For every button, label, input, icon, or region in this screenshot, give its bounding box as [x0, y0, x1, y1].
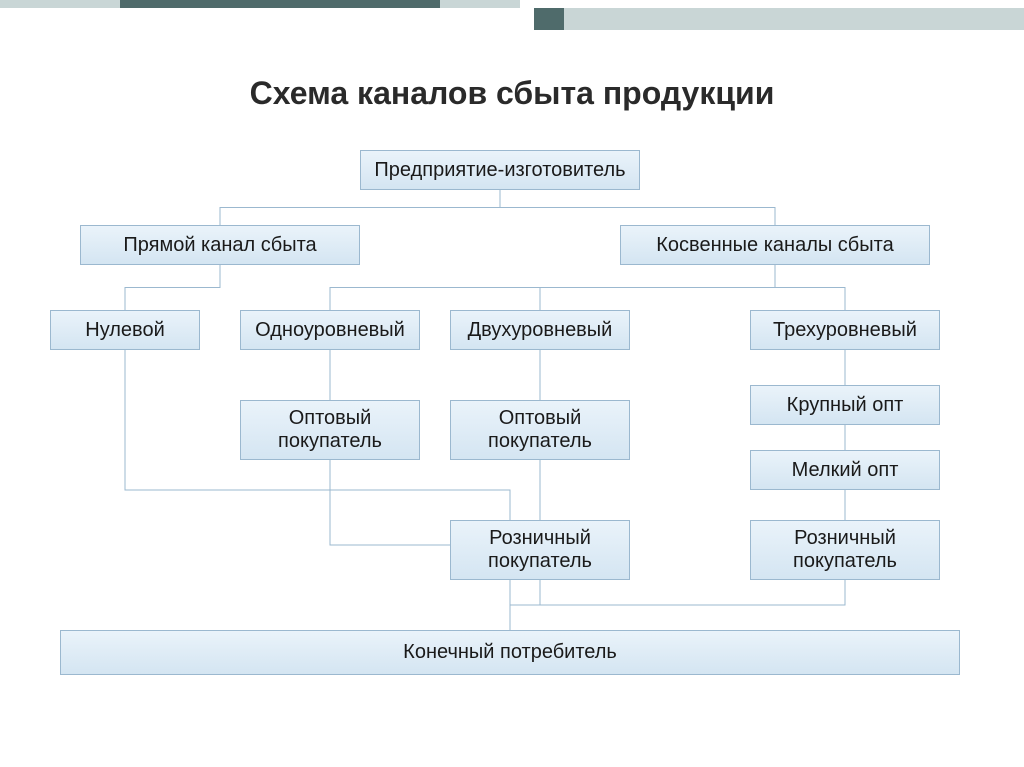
node-direct: Прямой канал сбыта — [80, 225, 360, 265]
node-consumer: Конечный потребитель — [60, 630, 960, 675]
node-indirect: Косвенные каналы сбыта — [620, 225, 930, 265]
edge-direct-zero — [125, 265, 220, 310]
edge-zero-consumer — [125, 350, 510, 630]
node-zero: Нулевой — [50, 310, 200, 350]
diagram-title: Схема каналов сбыта продукции — [0, 75, 1024, 112]
edge-indirect-one — [330, 265, 775, 310]
edge-manufacturer-indirect — [500, 190, 775, 225]
edge-retail3-consumer — [510, 580, 845, 630]
node-manufacturer: Предприятие-изготовитель — [360, 150, 640, 190]
edge-indirect-two — [540, 265, 775, 310]
node-retail3: Розничный покупатель — [750, 520, 940, 580]
decor-top-bar — [0, 0, 1024, 8]
edge-indirect-three — [775, 265, 845, 310]
node-whole1: Оптовый покупатель — [240, 400, 420, 460]
node-smallwhole: Мелкий опт — [750, 450, 940, 490]
node-retail2: Розничный покупатель — [450, 520, 630, 580]
node-bigwhole: Крупный опт — [750, 385, 940, 425]
node-one: Одноуровневый — [240, 310, 420, 350]
node-two: Двухуровневый — [450, 310, 630, 350]
node-three: Трехуровневый — [750, 310, 940, 350]
decor-top-bar-accent — [534, 8, 564, 30]
edge-manufacturer-direct — [220, 190, 500, 225]
edge-retail2-consumer — [510, 580, 540, 630]
decor-top-bar-light — [564, 8, 1024, 30]
node-whole2: Оптовый покупатель — [450, 400, 630, 460]
